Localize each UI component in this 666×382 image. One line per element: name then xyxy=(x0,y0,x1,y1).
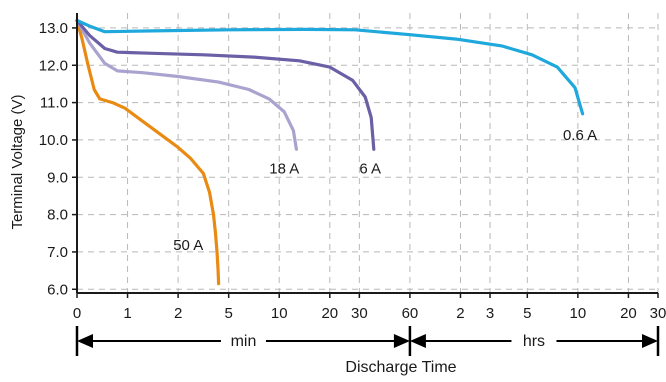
time-ranges: min hrs xyxy=(75,326,660,356)
range-arrowhead-right xyxy=(393,334,410,348)
y-tick-labels: 13.0 12.0 11.0 10.0 9.0 8.0 7.0 6.0 xyxy=(39,20,77,298)
y-tick-label: 12.0 xyxy=(39,57,68,74)
x-tick-label: 5 xyxy=(523,305,531,322)
series-line-50-a xyxy=(75,18,221,286)
y-tick-label: 7.0 xyxy=(47,244,68,261)
series-label: 50 A xyxy=(173,237,203,254)
x-tick-label: 10 xyxy=(570,305,587,322)
series-group xyxy=(75,18,585,286)
x-tick-label: 20 xyxy=(620,305,637,322)
x-tick-label: 60 xyxy=(402,305,419,322)
x-tick-label: 0 xyxy=(73,305,81,322)
range-label: hrs xyxy=(523,333,545,350)
series-label: 18 A xyxy=(269,161,299,178)
x-tick-label: 3 xyxy=(486,305,494,322)
x-tick-label: 2 xyxy=(456,305,464,322)
series-line-0-6-a xyxy=(75,18,585,116)
y-axis-label: Terminal Voltage (V) xyxy=(9,94,26,229)
x-tick-label: 20 xyxy=(321,305,338,322)
y-tick-label: 6.0 xyxy=(47,281,68,298)
x-axis-label: Discharge Time xyxy=(345,359,456,376)
x-tick-labels: 0 1 2 5 10 20 30 60 2 3 5 10 20 30 xyxy=(73,293,666,322)
y-tick-label: 9.0 xyxy=(47,169,68,186)
series-line-6-a xyxy=(75,18,376,151)
y-tick-label: 10.0 xyxy=(39,132,68,149)
range-arrowhead-left xyxy=(77,334,93,348)
x-tick-label: 30 xyxy=(650,305,666,322)
range-label: min xyxy=(231,333,257,350)
x-tick-label: 1 xyxy=(123,305,131,322)
series-label: 6 A xyxy=(359,161,381,178)
x-tick-label: 10 xyxy=(271,305,288,322)
series-label: 0.6 A xyxy=(563,127,597,144)
range-arrowhead-right xyxy=(642,334,658,348)
series-line-18-a xyxy=(75,18,298,151)
y-tick-label: 11.0 xyxy=(40,95,68,112)
axes xyxy=(76,13,658,294)
y-tick-label: 8.0 xyxy=(47,207,68,224)
grid-lines xyxy=(77,13,659,293)
series-labels: 50 A 18 A 6 A 0.6 A xyxy=(173,127,597,254)
y-tick-label: 13.0 xyxy=(39,20,68,37)
x-tick-label: 2 xyxy=(174,305,182,322)
x-tick-label: 5 xyxy=(224,305,232,322)
x-tick-label: 30 xyxy=(351,305,368,322)
range-arrowhead-left xyxy=(409,334,426,348)
